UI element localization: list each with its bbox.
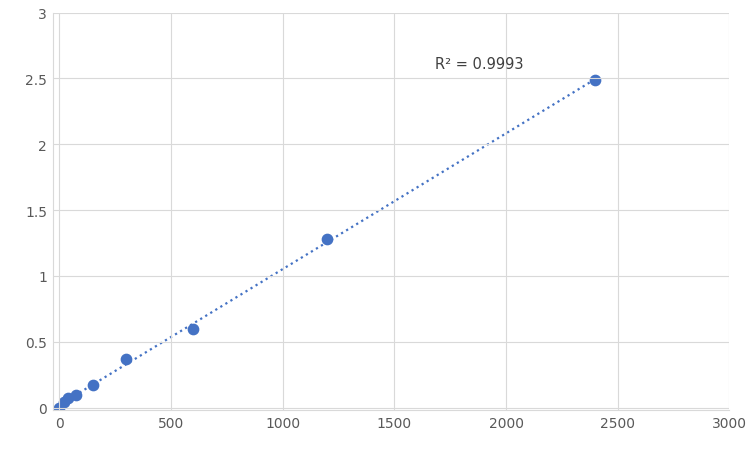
Point bbox=[62, 395, 74, 402]
Text: R² = 0.9993: R² = 0.9993 bbox=[435, 56, 523, 71]
Point bbox=[57, 399, 69, 406]
Point bbox=[187, 325, 199, 332]
Point bbox=[321, 236, 333, 243]
Point bbox=[120, 355, 132, 363]
Point bbox=[86, 382, 99, 389]
Point bbox=[53, 404, 65, 411]
Point bbox=[590, 77, 602, 84]
Point bbox=[70, 391, 82, 398]
